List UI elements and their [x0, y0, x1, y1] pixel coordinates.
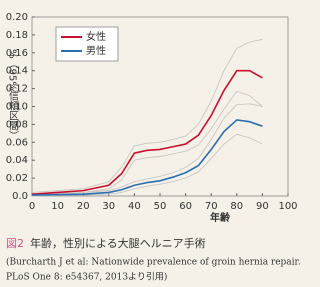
x-axis-label: 年齢: [210, 211, 231, 224]
x-tick-label: 30: [102, 201, 115, 212]
y-tick-label: 0.16: [6, 48, 28, 59]
y-tick-label: 0.04: [6, 155, 28, 166]
y-tick-label: 0.0: [12, 191, 28, 202]
x-tick-label: 50: [154, 201, 167, 212]
y-tick-label: 0.20: [6, 12, 28, 23]
y-tick-label: 0.10: [6, 102, 28, 113]
y-tick-label: 0.12: [6, 84, 28, 95]
interval-line: [31, 133, 263, 197]
x-tick-label: 20: [77, 201, 90, 212]
y-tick-label: 0.06: [6, 137, 28, 148]
x-tick-label: 60: [179, 201, 192, 212]
chart: 年齢 %（95%信頼区間） 図2 年齢，性別による大腿ヘルニア手術 (Burch…: [5, 12, 301, 283]
legend-label: 男性: [86, 44, 106, 57]
interval-line: [31, 90, 263, 196]
series-line: [31, 69, 263, 196]
interval-line: [31, 103, 263, 195]
y-tick-label: 0.18: [6, 30, 28, 41]
legend-box: [55, 26, 119, 62]
x-tick-label: 40: [128, 201, 141, 212]
caption-title: 年齢，性別による大腿ヘルニア手術: [30, 236, 206, 250]
y-tick-label: 0.08: [6, 119, 28, 130]
y-axis-label: %（95%信頼区間）: [7, 49, 19, 141]
caption-source: (Burcharth J et al: Nationwide prevalenc…: [6, 257, 301, 268]
figure-number: 図2: [6, 237, 24, 250]
caption-source: PLoS One 8: e54367, 2013より引用): [6, 272, 167, 283]
x-tick-label: 70: [205, 201, 218, 212]
legend-label: 女性: [86, 30, 106, 43]
x-tick-label: 90: [256, 201, 269, 212]
y-tick-label: 0.14: [6, 66, 28, 77]
x-tick-label: 0: [29, 201, 35, 212]
x-tick-label: 100: [278, 201, 297, 212]
interval-line: [31, 38, 263, 193]
x-tick-label: 80: [230, 201, 243, 212]
y-tick-label: 0.02: [6, 173, 28, 184]
x-tick-label: 10: [51, 201, 64, 212]
series-line: [31, 119, 263, 196]
